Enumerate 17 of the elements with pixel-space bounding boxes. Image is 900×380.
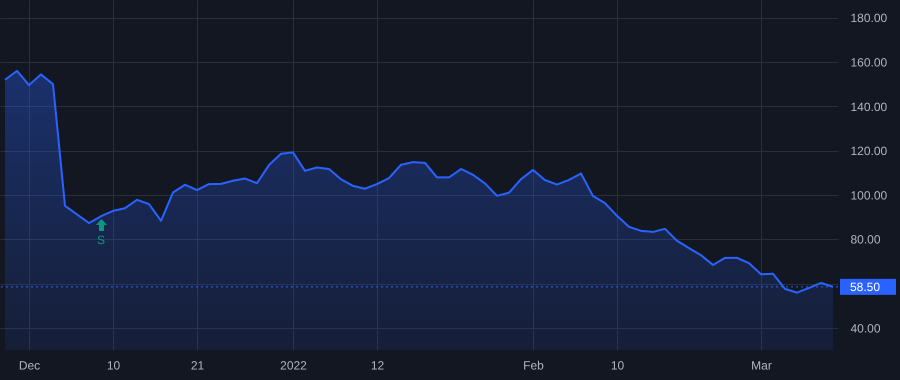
y-tick-label: 160.00 — [850, 56, 888, 70]
x-tick-label: 2022 — [280, 358, 308, 372]
x-tick-label: 12 — [370, 358, 384, 372]
ref-line-label: 58.50 — [850, 280, 880, 294]
y-tick-label: 140.00 — [850, 100, 888, 114]
y-tick-label: 80.00 — [850, 232, 881, 247]
annotation: S — [96, 233, 106, 247]
x-tick-label: Feb — [523, 358, 544, 372]
x-tick-label: Dec — [18, 358, 40, 372]
x-tick-label: 10 — [106, 358, 120, 372]
y-tick-label: 180.00 — [850, 11, 888, 26]
y-tick-label: 40.00 — [850, 321, 881, 336]
y-tick-label: 100.00 — [850, 188, 888, 202]
x-tick-label: Mar — [751, 358, 772, 372]
y-tick-label: 120.00 — [850, 144, 888, 158]
x-tick-label: 21 — [190, 358, 204, 372]
x-tick-label: 10 — [610, 358, 624, 372]
